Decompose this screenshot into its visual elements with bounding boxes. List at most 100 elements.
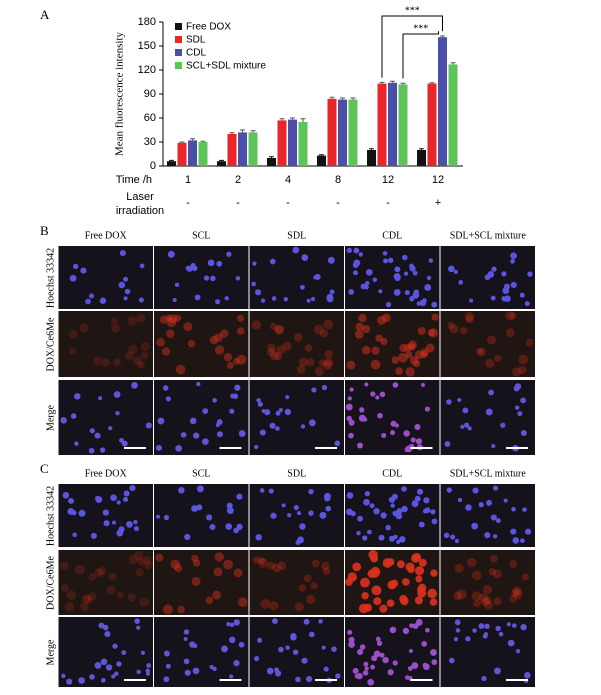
cell <box>393 289 401 296</box>
legend-label: CDL <box>186 48 206 59</box>
micrograph <box>249 550 344 615</box>
cell <box>392 493 398 500</box>
cell <box>490 514 497 521</box>
cell <box>104 631 111 638</box>
cell <box>159 315 168 324</box>
cell <box>520 397 527 404</box>
cell <box>480 597 490 607</box>
cell <box>178 487 185 494</box>
cell <box>135 568 144 577</box>
cell <box>419 522 424 527</box>
cell <box>292 649 299 655</box>
cell <box>382 313 391 323</box>
cell <box>295 540 301 545</box>
cell <box>414 495 421 502</box>
cell <box>233 568 243 578</box>
error-bar <box>219 159 224 162</box>
cell <box>106 585 116 595</box>
cell <box>270 322 278 330</box>
cell <box>113 358 121 367</box>
cell <box>404 447 410 453</box>
error-bar <box>240 129 245 133</box>
cell <box>327 256 335 264</box>
cell <box>352 562 362 572</box>
cell <box>122 496 129 502</box>
cell <box>140 342 150 352</box>
cell <box>74 393 81 400</box>
cell <box>424 406 430 412</box>
cell <box>136 625 141 630</box>
cell <box>165 396 171 402</box>
error-bar <box>400 82 406 85</box>
cell <box>366 529 372 535</box>
cell <box>359 644 366 650</box>
cell <box>403 271 409 276</box>
cell <box>72 532 77 538</box>
cell <box>269 258 276 265</box>
cell <box>268 488 274 494</box>
cell <box>292 246 300 254</box>
cell <box>404 289 410 296</box>
cell <box>229 674 234 679</box>
cell <box>310 582 318 590</box>
cell <box>187 339 196 348</box>
cell <box>430 569 438 577</box>
cell <box>319 511 327 519</box>
cell <box>68 497 74 504</box>
cell <box>115 410 120 416</box>
cell <box>259 488 265 493</box>
cell <box>260 599 271 609</box>
cell <box>399 343 408 353</box>
cell <box>121 650 127 656</box>
cell <box>235 276 241 281</box>
error-bar <box>179 141 185 143</box>
cell <box>402 627 410 635</box>
cell <box>390 420 397 427</box>
cell <box>467 557 477 568</box>
bar <box>267 158 276 166</box>
cell <box>123 490 130 497</box>
cell <box>226 502 233 509</box>
cell <box>264 409 271 416</box>
cell <box>191 505 198 512</box>
cell <box>133 526 139 532</box>
cell <box>363 661 369 667</box>
panel-label: B <box>40 223 49 238</box>
cell <box>371 585 382 596</box>
cell <box>458 280 464 285</box>
cell <box>127 316 137 326</box>
cell <box>420 382 426 388</box>
cell <box>405 367 415 377</box>
y-tick-label: 0 <box>150 160 156 172</box>
cell <box>401 505 408 513</box>
cell <box>258 558 268 568</box>
cell <box>382 558 393 568</box>
cell <box>331 646 337 652</box>
cell <box>408 648 413 653</box>
cell <box>128 554 139 565</box>
cell <box>270 512 277 519</box>
cell <box>215 299 221 305</box>
cell <box>139 597 150 608</box>
row-label: Hoechst 33342 <box>45 486 56 546</box>
cell <box>364 280 370 286</box>
cell <box>465 315 474 324</box>
cell <box>321 561 330 570</box>
cell <box>123 296 128 301</box>
cell <box>78 677 85 684</box>
cell <box>460 424 465 429</box>
cell <box>375 636 381 642</box>
row-label: Merge <box>45 639 56 665</box>
micrograph <box>58 311 153 377</box>
cell <box>134 618 141 624</box>
cell <box>390 503 395 508</box>
cell <box>388 535 395 542</box>
cell <box>510 259 515 264</box>
cell <box>391 356 400 364</box>
cell <box>66 590 77 600</box>
cell <box>269 600 279 611</box>
cell <box>483 596 492 605</box>
cell <box>453 269 458 274</box>
cell <box>213 567 223 577</box>
cell <box>375 395 380 400</box>
